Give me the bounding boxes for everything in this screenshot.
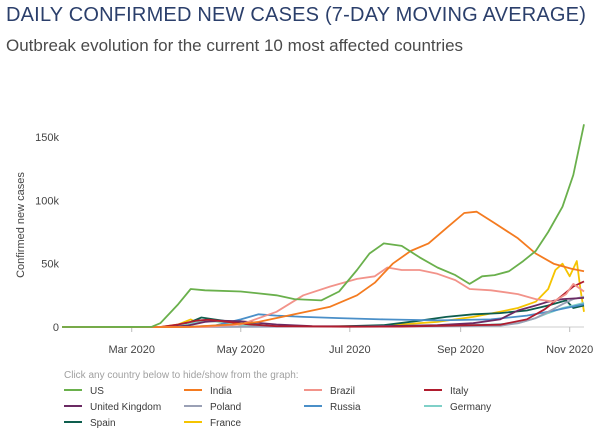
legend-swatch <box>424 405 442 408</box>
chart-axes: 0 50k 100k 150k Mar 2020 May 2020 Jul 2020 Sep … <box>35 132 593 356</box>
legend-swatch <box>304 389 322 392</box>
legend-swatch <box>184 421 202 424</box>
series-line-russia <box>62 303 585 328</box>
chart-subtitle: Outbreak evolution for the current 10 mo… <box>6 36 464 55</box>
legend-label: Germany <box>450 402 492 413</box>
legend-label: Italy <box>450 386 469 397</box>
legend-label: France <box>210 418 242 429</box>
legend-item-italy[interactable]: Italy <box>424 386 468 397</box>
legend-item-spain[interactable]: Spain <box>64 418 116 429</box>
legend-label: United Kingdom <box>90 402 162 413</box>
series-line-india <box>62 210 585 328</box>
legend-swatch <box>64 421 82 424</box>
x-tick-label: May 2020 <box>217 344 265 356</box>
y-tick-label: 0 <box>53 322 59 334</box>
legend-item-germany[interactable]: Germany <box>424 402 491 413</box>
legend-swatch <box>64 389 82 392</box>
y-tick-label: 100k <box>35 195 59 207</box>
legend-label: India <box>210 386 232 397</box>
legend-item-brazil[interactable]: Brazil <box>304 386 355 397</box>
x-tick-label: Jul 2020 <box>329 344 371 356</box>
y-tick-label: 50k <box>41 259 59 271</box>
legend-swatch <box>304 405 322 408</box>
legend-label: Russia <box>330 402 361 413</box>
x-tick-label: Mar 2020 <box>108 344 154 356</box>
y-axis-label: Confirmed new cases <box>15 172 27 278</box>
series-layer <box>61 124 585 328</box>
legend-item-france[interactable]: France <box>184 418 241 429</box>
series-line-poland <box>62 295 585 328</box>
legend-item-russia[interactable]: Russia <box>304 402 361 413</box>
legend-label: Spain <box>90 418 116 429</box>
legend-label: US <box>90 386 104 397</box>
legend-item-india[interactable]: India <box>184 386 232 397</box>
y-tick-label: 150k <box>35 132 59 144</box>
legend-item-us[interactable]: US <box>64 386 104 397</box>
line-chart: 0 50k 100k 150k Mar 2020 May 2020 Jul 2020 Sep … <box>15 124 593 356</box>
legend-swatch <box>184 389 202 392</box>
legend-swatch <box>184 405 202 408</box>
legend-label: Poland <box>210 402 242 413</box>
x-tick-label: Nov 2020 <box>546 344 593 356</box>
x-tick-label: Sep 2020 <box>437 344 484 356</box>
series-line-brazil <box>62 266 585 328</box>
legend-hint: Click any country below to hide/show fro… <box>64 370 299 381</box>
legend-swatch <box>424 389 442 392</box>
series-line-italy <box>62 280 585 328</box>
chart-title: DAILY CONFIRMED NEW CASES (7-DAY MOVING … <box>6 4 587 26</box>
legend-label: Brazil <box>330 386 356 397</box>
legend-swatch <box>64 405 82 408</box>
series-line-us <box>61 124 585 328</box>
legend-item-poland[interactable]: Poland <box>184 402 241 413</box>
legend-item-united-kingdom[interactable]: United Kingdom <box>64 402 161 413</box>
